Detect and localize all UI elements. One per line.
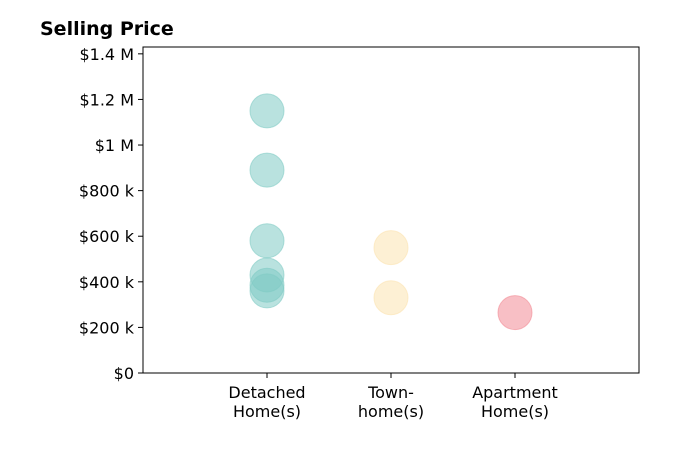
data-point (373, 280, 409, 316)
points-layer (249, 93, 533, 331)
x-tick-label: Town-home(s) (358, 383, 424, 421)
data-point (249, 273, 285, 309)
y-tick-label: $0 (114, 364, 134, 383)
x-tick-label: Apartment Home(s) (472, 383, 558, 421)
plot-frame (142, 46, 640, 374)
y-tick-label: $200 k (79, 318, 135, 337)
y-tick-label: $800 k (79, 182, 135, 201)
y-tick-label: $1 M (95, 136, 134, 155)
axes-layer: $0 $200 k $400 k $600 k $800 k $1 M $1.2 M $1.4… (79, 45, 640, 421)
data-point (249, 152, 285, 188)
data-point (249, 223, 285, 259)
data-point (249, 93, 285, 129)
data-point (373, 230, 409, 266)
y-tick-label: $1.4 M (79, 45, 134, 64)
y-tick-label: $400 k (79, 273, 135, 292)
chart-title: Selling Price (40, 18, 174, 40)
y-tick-label: $1.2 M (79, 90, 134, 109)
y-tick-label: $600 k (79, 227, 135, 246)
data-point (497, 295, 533, 331)
x-tick-label: Detached Home(s) (228, 383, 305, 421)
